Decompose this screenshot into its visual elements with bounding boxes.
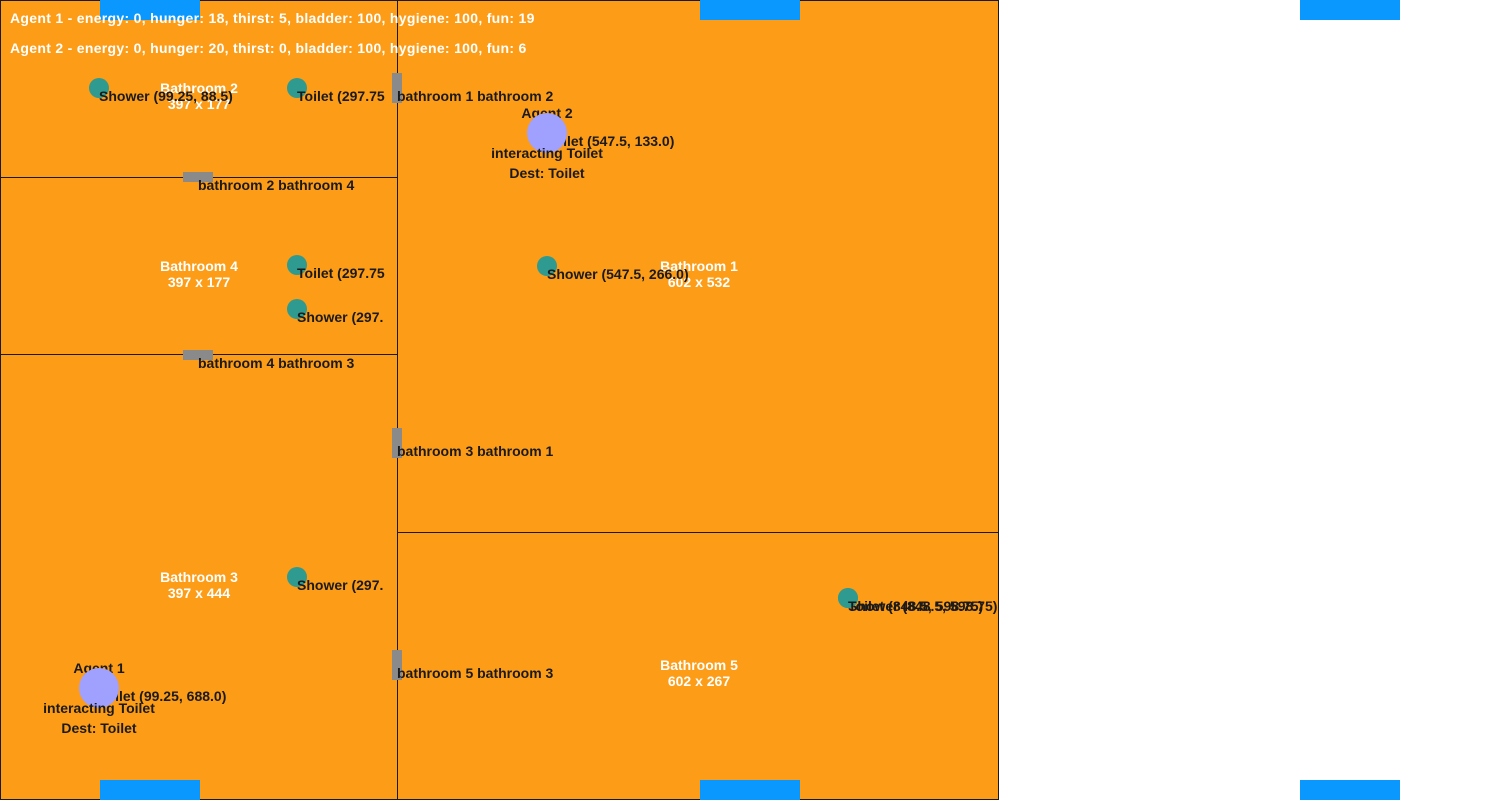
door-label-bathroom-4-bathroom-3: bathroom 4 bathroom 3 [198,355,355,371]
room-name: Bathroom 4 [160,258,238,274]
item-label-toilet-b1: Toilet (547.5, 133.0) [547,133,675,149]
room-label-bathroom-2: Bathroom 2 397 x 177 [119,80,279,112]
door-bathroom-1-bathroom-2[interactable] [392,73,402,103]
toilet-icon[interactable] [287,78,307,98]
door-bathroom-3-bathroom-1[interactable] [392,428,402,458]
agent-status: interacting Toilet [43,700,155,716]
door-label-bathroom-5-bathroom-3: bathroom 5 bathroom 3 [397,665,554,681]
room-size: 397 x 444 [167,585,231,601]
window-bottom-1 [100,780,200,800]
agent-destination: Dest: Toilet [61,720,137,736]
room-size: 397 x 177 [167,96,231,112]
item-label-toilet-b4: Toilet (297.75 [297,265,385,281]
window-top-2 [700,0,800,20]
room-label-bathroom-5: Bathroom 5 602 x 267 [619,657,779,689]
agent-2-stats: Agent 2 - energy: 0, hunger: 20, thirst:… [10,40,527,56]
door-bathroom-4-bathroom-3[interactable] [183,350,213,360]
item-label-toilet-b2: Toilet (297.75 [297,88,385,104]
room-bathroom-5: Bathroom 5 602 x 267 [397,532,999,800]
room-size: 602 x 532 [667,274,731,290]
room-name: Bathroom 5 [660,657,738,673]
item-label-shower-b3: Shower (297. [297,577,384,593]
room-bathroom-1: Bathroom 1 602 x 532 [397,0,999,533]
agent-1-stats: Agent 1 - energy: 0, hunger: 18, thirst:… [10,10,535,26]
room-bathroom-3: Bathroom 3 397 x 444 [0,354,398,800]
shower-icon[interactable] [287,299,307,319]
item-label-clip: Toilet (297.75 [297,88,397,106]
agent-1-avatar[interactable] [79,668,119,708]
door-bathroom-5-bathroom-3[interactable] [392,650,402,680]
room-size: 602 x 267 [667,673,731,689]
agent-destination: Dest: Toilet [509,165,585,181]
item-label-toilet-b3: Toilet (99.25, 688.0) [99,688,227,704]
toilet-icon[interactable] [287,255,307,275]
item-label-clip: Shower (297. [297,309,397,327]
shower-icon[interactable] [287,567,307,587]
room-bathroom-2: Bathroom 2 397 x 177 [0,0,398,178]
door-label-bathroom-3-bathroom-1: bathroom 3 bathroom 1 [397,443,554,459]
item-label-clip: Toilet (297.75 [297,265,397,283]
door-label-bathroom-1-bathroom-2: bathroom 1 bathroom 2 [397,88,554,104]
item-label-shower-b4: Shower (297. [297,309,384,325]
item-label-toilet-b5: Toilet (848.5, 598.75) [848,598,984,614]
window-bottom-3 [1300,780,1400,800]
room-label-bathroom-3: Bathroom 3 397 x 444 [119,569,279,601]
window-bottom-2 [700,780,800,800]
window-top-1 [100,0,200,20]
shower-icon[interactable] [537,256,557,276]
agent-2-avatar[interactable] [527,113,567,153]
window-top-3 [1300,0,1400,20]
shower-icon[interactable] [89,78,109,98]
item-label-shower-b1: Shower (547.5, 266.0) [547,266,689,282]
door-bathroom-2-bathroom-4[interactable] [183,172,213,182]
room-label-bathroom-4: Bathroom 4 397 x 177 [119,258,279,290]
toilet-icon[interactable] [838,588,858,608]
agent-status: interacting Toilet [491,145,603,161]
item-label-shower-b5: Shower (848.5, 598.75) [848,598,998,614]
item-label-shower-b2: Shower (99.25, 88.5) [99,88,233,104]
door-label-bathroom-2-bathroom-4: bathroom 2 bathroom 4 [198,177,355,193]
room-name: Bathroom 3 [160,569,238,585]
room-size: 397 x 177 [167,274,231,290]
room-name: Bathroom 2 [160,80,238,96]
room-name: Bathroom 1 [660,258,738,274]
room-label-bathroom-1: Bathroom 1 602 x 532 [619,258,779,290]
item-label-clip: Shower (297. [297,577,397,595]
